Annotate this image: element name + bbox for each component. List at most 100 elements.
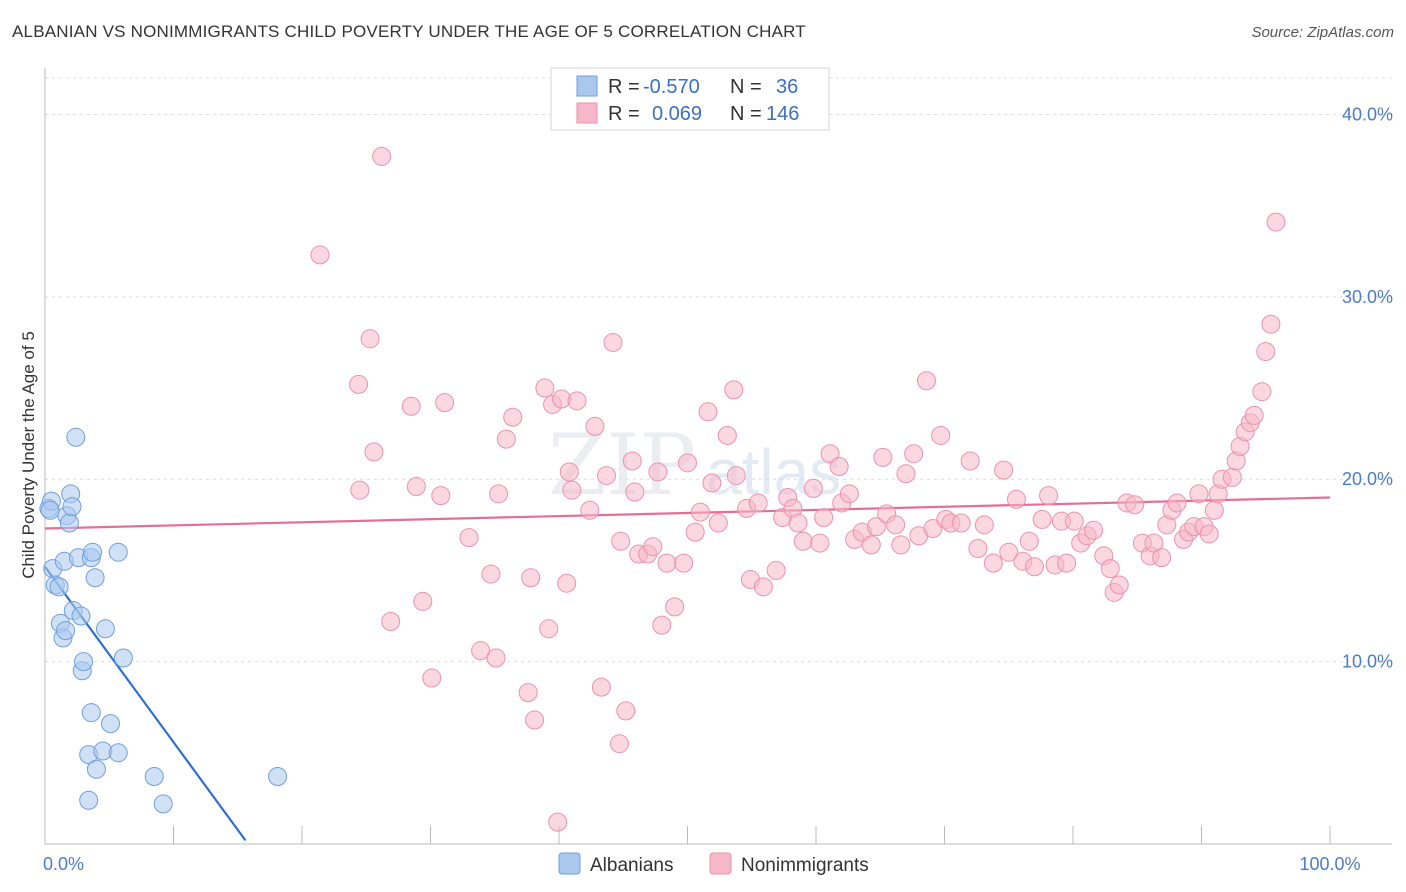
data-points <box>39 146 1286 832</box>
albanians-point <box>81 703 101 723</box>
nonimmigrants-point <box>525 710 545 730</box>
legend-r-value-2: 0.069 <box>652 103 702 125</box>
nonimmigrants-point <box>766 560 786 580</box>
nonimmigrants-point <box>861 535 881 555</box>
nonimmigrants-point <box>665 597 685 617</box>
nonimmigrants-point <box>983 553 1003 573</box>
nonimmigrants-point <box>1266 212 1286 232</box>
nonimmigrants-point <box>580 500 600 520</box>
legend-n-value-1: 36 <box>776 76 798 98</box>
nonimmigrants-point <box>616 701 636 721</box>
nonimmigrants-point <box>1144 533 1164 553</box>
nonimmigrants-point <box>481 564 501 584</box>
legend-swatch-albanians <box>576 75 598 97</box>
nonimmigrants-point <box>364 442 384 462</box>
nonimmigrants-point <box>625 482 645 502</box>
nonimmigrants-point <box>896 464 916 484</box>
nonimmigrants-point <box>559 462 579 482</box>
nonimmigrants-point <box>518 683 538 703</box>
legend-n-value-2: 146 <box>766 103 799 125</box>
nonimmigrants-point <box>611 531 631 551</box>
nonimmigrants-point <box>496 429 516 449</box>
albanians-point <box>108 542 128 562</box>
nonimmigrants-point <box>597 466 617 486</box>
albanians-point <box>86 759 106 779</box>
nonimmigrants-point <box>690 502 710 522</box>
nonimmigrants-point <box>994 460 1014 480</box>
nonimmigrants-point <box>1252 382 1272 402</box>
nonimmigrants-point <box>866 517 886 537</box>
x-tick-label: 100.0% <box>1299 854 1360 874</box>
nonimmigrants-point <box>435 393 455 413</box>
chart-title: ALBANIAN VS NONIMMIGRANTS CHILD POVERTY … <box>12 22 806 41</box>
nonimmigrants-point <box>1256 342 1276 362</box>
nonimmigrants-point <box>1039 486 1059 506</box>
source-credit: Source: ZipAtlas.com <box>1251 24 1394 41</box>
legend-r-label-1: R = <box>608 76 640 98</box>
albanians-point <box>108 743 128 763</box>
albanians-point <box>144 767 164 787</box>
nonimmigrants-point <box>1109 575 1129 595</box>
nonimmigrants-point <box>643 537 663 557</box>
nonimmigrants-point <box>829 456 849 476</box>
nonimmigrants-point <box>422 668 442 688</box>
nonimmigrants-point <box>1189 484 1209 504</box>
nonimmigrants-trend-line <box>44 496 1331 530</box>
nonimmigrants-point <box>1125 495 1145 515</box>
nonimmigrants-point <box>748 493 768 513</box>
albanians-point <box>113 648 133 668</box>
nonimmigrants-point <box>810 533 830 553</box>
albanians-point <box>101 714 121 734</box>
nonimmigrants-point <box>603 332 623 352</box>
nonimmigrants-point <box>726 466 746 486</box>
albanians-point <box>74 652 94 672</box>
bottom-legend-swatch-nonimmigrants <box>709 852 732 875</box>
nonimmigrants-point <box>904 444 924 464</box>
nonimmigrants-point <box>431 486 451 506</box>
nonimmigrants-point <box>702 473 722 493</box>
bottom-legend-label-albanians: Albanians <box>590 855 673 876</box>
nonimmigrants-point <box>1064 511 1084 531</box>
nonimmigrants-point <box>1024 557 1044 577</box>
nonimmigrants-point <box>1057 553 1077 573</box>
albanians-point <box>85 568 105 588</box>
y-tick-label: 30.0% <box>1342 287 1393 307</box>
nonimmigrants-point <box>648 462 668 482</box>
nonimmigrants-point <box>960 451 980 471</box>
nonimmigrants-point <box>521 568 541 588</box>
nonimmigrants-point <box>622 451 642 471</box>
nonimmigrants-point <box>1167 493 1187 513</box>
legend-r-value-1: -0.570 <box>643 76 700 98</box>
nonimmigrants-point <box>459 528 479 548</box>
nonimmigrants-point <box>406 477 426 497</box>
bottom-legend-swatch-albanians <box>558 852 581 875</box>
legend-r-label-2: R = <box>608 103 640 125</box>
nonimmigrants-point <box>486 648 506 668</box>
nonimmigrants-point <box>350 480 370 500</box>
nonimmigrants-point <box>1019 531 1039 551</box>
nonimmigrants-point <box>968 539 988 559</box>
nonimmigrants-point <box>657 553 677 573</box>
nonimmigrants-point <box>310 245 330 265</box>
nonimmigrants-point <box>1100 559 1120 579</box>
albanians-point <box>71 606 91 626</box>
tick-labels: 10.0% 20.0% 30.0% 40.0% 0.0% 100.0% <box>43 104 1393 874</box>
nonimmigrants-point <box>717 425 737 445</box>
series-legend: Albanians Nonimmigrants <box>558 852 869 876</box>
series-nonimmigrants-points <box>310 146 1286 832</box>
nonimmigrants-point <box>1204 500 1224 520</box>
nonimmigrants-point <box>753 577 773 597</box>
axes <box>44 68 1392 845</box>
nonimmigrants-point <box>685 522 705 542</box>
nonimmigrants-point <box>413 591 433 611</box>
watermark-atlas: atlas <box>706 436 841 508</box>
nonimmigrants-point <box>567 391 587 411</box>
nonimmigrants-point <box>1222 467 1242 487</box>
nonimmigrants-point <box>708 513 728 533</box>
nonimmigrants-point <box>1199 524 1219 544</box>
correlation-legend: R = -0.570 N = 36 R = 0.069 N = 146 <box>550 67 830 131</box>
nonimmigrants-point <box>503 407 523 427</box>
y-tick-label: 20.0% <box>1342 469 1393 489</box>
nonimmigrants-point <box>793 531 813 551</box>
